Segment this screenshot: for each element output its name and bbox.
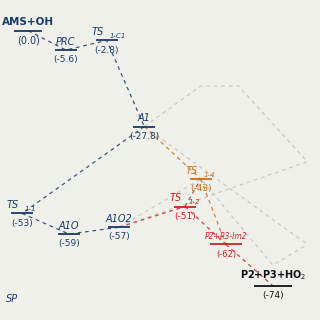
Text: TS: TS: [185, 165, 198, 175]
Text: (-2.8): (-2.8): [94, 45, 119, 55]
Text: SP: SP: [6, 294, 19, 304]
Text: TS: TS: [91, 27, 104, 37]
Text: PRC: PRC: [56, 36, 76, 47]
Text: P2+P3-Im2: P2+P3-Im2: [204, 232, 247, 241]
Text: (-74): (-74): [262, 291, 284, 300]
Text: A1: A1: [138, 113, 151, 123]
Text: (-51): (-51): [174, 212, 196, 221]
Text: (-57): (-57): [108, 232, 130, 241]
Text: (-43): (-43): [190, 184, 212, 193]
Text: TS: TS: [170, 193, 182, 203]
Text: 1-2: 1-2: [188, 199, 200, 205]
Text: (-53): (-53): [11, 219, 33, 228]
Text: (-59): (-59): [58, 239, 80, 248]
Text: (-5.6): (-5.6): [54, 55, 78, 64]
Text: 1-4: 1-4: [204, 172, 215, 178]
Text: TS: TS: [7, 200, 19, 210]
Text: AMS+OH: AMS+OH: [2, 17, 54, 27]
Text: A1O2: A1O2: [106, 214, 132, 224]
Text: (0.0): (0.0): [17, 36, 40, 46]
Text: (-27.8): (-27.8): [129, 132, 159, 141]
Text: (-62): (-62): [216, 250, 236, 259]
Text: 1-C1: 1-C1: [110, 33, 126, 39]
Text: A1O: A1O: [59, 221, 79, 231]
Text: P2+P3+HO$_2$: P2+P3+HO$_2$: [240, 268, 306, 282]
Text: 1-1: 1-1: [25, 206, 37, 212]
